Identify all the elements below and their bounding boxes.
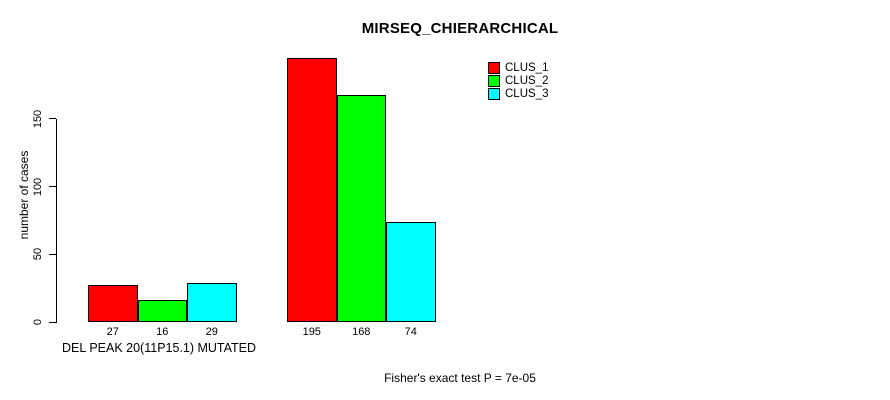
- bar-clus_2-group2: [336, 94, 386, 322]
- x-axis-label: DEL PEAK 20(11P15.1) MUTATED: [62, 341, 257, 355]
- bar-clus_1-group1: [88, 285, 138, 322]
- y-axis-label: number of cases: [17, 150, 31, 240]
- legend-label: CLUS_2: [505, 75, 549, 88]
- y-tick-label: 150: [32, 109, 44, 129]
- legend-item-clus_2: CLUS_2: [488, 75, 548, 88]
- fisher-test-annotation: Fisher's exact test P = 7e-05: [384, 371, 536, 385]
- y-tick-label: 100: [32, 177, 44, 196]
- legend-item-clus_3: CLUS_3: [488, 87, 548, 100]
- y-tick: [49, 321, 56, 323]
- legend-item-clus_1: CLUS_1: [488, 62, 548, 75]
- y-tick: [49, 186, 56, 188]
- y-tick: [49, 118, 56, 120]
- legend-swatch-clus_1: [488, 62, 500, 75]
- legend: CLUS_1 CLUS_2 CLUS_3: [488, 62, 548, 100]
- bar-value-label: 27: [106, 326, 119, 338]
- bar-value-label: 74: [404, 326, 417, 338]
- chart-title: MIRSEQ_CHIERARCHICAL: [361, 20, 559, 37]
- bar-value-label: 168: [352, 326, 371, 338]
- bar-clus_2-group1: [137, 300, 187, 322]
- y-tick-label: 50: [32, 248, 44, 261]
- legend-label: CLUS_3: [505, 87, 549, 100]
- legend-label: CLUS_1: [505, 62, 549, 75]
- bar-value-label: 16: [156, 326, 169, 338]
- bar-clus_1-group2: [287, 58, 337, 322]
- bar-value-label: 29: [205, 326, 218, 338]
- y-axis-line: [56, 118, 57, 323]
- legend-swatch-clus_2: [488, 75, 500, 88]
- bar-value-label: 195: [302, 326, 321, 338]
- y-tick-label: 0: [32, 318, 44, 326]
- y-tick: [49, 253, 56, 255]
- bar-clus_3-group2: [386, 221, 436, 322]
- legend-swatch-clus_3: [488, 87, 500, 100]
- bar-clus_3-group1: [187, 282, 237, 322]
